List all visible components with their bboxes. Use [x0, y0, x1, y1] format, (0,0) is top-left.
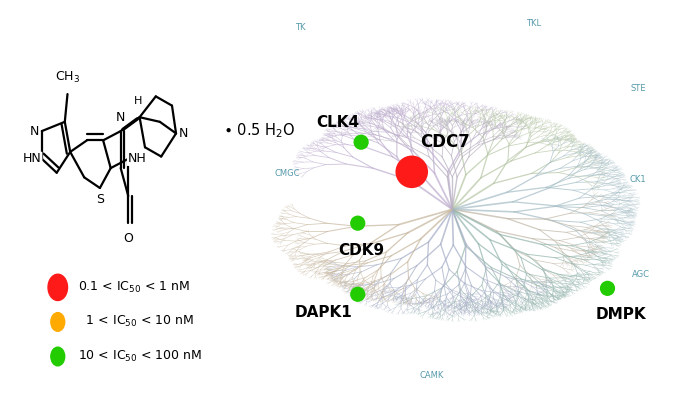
Text: CDC7: CDC7: [421, 133, 470, 151]
Text: CMGC: CMGC: [274, 169, 300, 178]
Text: O: O: [124, 232, 133, 245]
Text: S: S: [96, 193, 104, 206]
Circle shape: [48, 274, 68, 301]
Text: DMPK: DMPK: [595, 307, 646, 322]
Text: 10 < IC$_{50}$ < 100 nM: 10 < IC$_{50}$ < 100 nM: [78, 349, 202, 364]
Text: H: H: [134, 96, 142, 106]
Point: [356, 139, 367, 145]
Point: [352, 291, 363, 297]
Text: N: N: [116, 111, 126, 124]
Text: TKL: TKL: [526, 19, 541, 28]
Text: STE: STE: [630, 85, 645, 93]
Circle shape: [51, 347, 65, 366]
Point: [352, 220, 363, 226]
Text: CK1: CK1: [630, 175, 646, 184]
Text: $\bullet$ 0.5 H$_2$O: $\bullet$ 0.5 H$_2$O: [223, 122, 296, 141]
Point: [602, 285, 613, 292]
Text: CLK4: CLK4: [316, 115, 359, 130]
Text: 0.1 < IC$_{50}$ < 1 nM: 0.1 < IC$_{50}$ < 1 nM: [78, 280, 190, 295]
Text: CDK9: CDK9: [338, 243, 384, 258]
Point: [406, 169, 417, 175]
Text: N: N: [30, 124, 39, 137]
Text: NH: NH: [128, 152, 146, 166]
Text: CH$_3$: CH$_3$: [55, 70, 80, 85]
Text: DAPK1: DAPK1: [295, 305, 353, 320]
Text: 1 < IC$_{50}$ < 10 nM: 1 < IC$_{50}$ < 10 nM: [78, 314, 194, 329]
Text: CAMK: CAMK: [420, 371, 444, 380]
Text: TK: TK: [295, 23, 306, 32]
Text: N: N: [179, 127, 188, 140]
Circle shape: [51, 312, 65, 331]
Text: AGC: AGC: [632, 270, 650, 279]
Text: HN: HN: [23, 152, 42, 166]
